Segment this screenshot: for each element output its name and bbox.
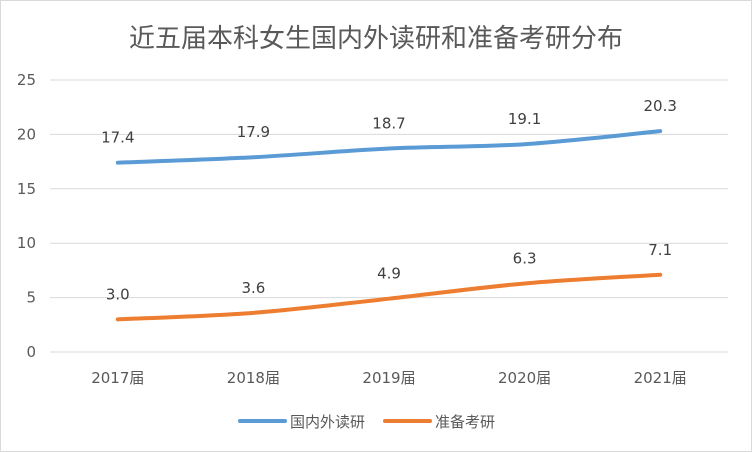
data-label: 17.9: [237, 123, 270, 141]
y-tick-label: 10: [17, 234, 36, 252]
x-tick-label: 2021届: [634, 369, 687, 387]
legend-label: 准备考研: [435, 413, 495, 431]
data-label: 17.4: [101, 129, 134, 147]
data-label: 4.9: [377, 265, 401, 283]
x-tick-label: 2017届: [91, 369, 144, 387]
data-label: 3.0: [106, 285, 130, 303]
x-tick-label: 2020届: [498, 369, 551, 387]
data-label: 3.6: [241, 279, 265, 297]
data-label: 20.3: [643, 97, 676, 115]
y-tick-label: 15: [17, 180, 36, 198]
y-tick-label: 20: [17, 125, 36, 143]
data-label: 19.1: [508, 110, 541, 128]
chart-title: 近五届本科女生国内外读研和准备考研分布: [129, 24, 623, 54]
data-label: 18.7: [372, 115, 405, 133]
data-label: 7.1: [648, 241, 672, 259]
y-tick-label: 5: [26, 289, 36, 307]
y-tick-label: 0: [26, 343, 36, 361]
series-line-0: [115, 129, 663, 165]
legend-label: 国内外读研: [290, 413, 365, 431]
y-tick-label: 25: [17, 71, 36, 89]
data-label: 6.3: [513, 249, 537, 267]
x-tick-label: 2018届: [227, 369, 280, 387]
x-tick-label: 2019届: [362, 369, 415, 387]
